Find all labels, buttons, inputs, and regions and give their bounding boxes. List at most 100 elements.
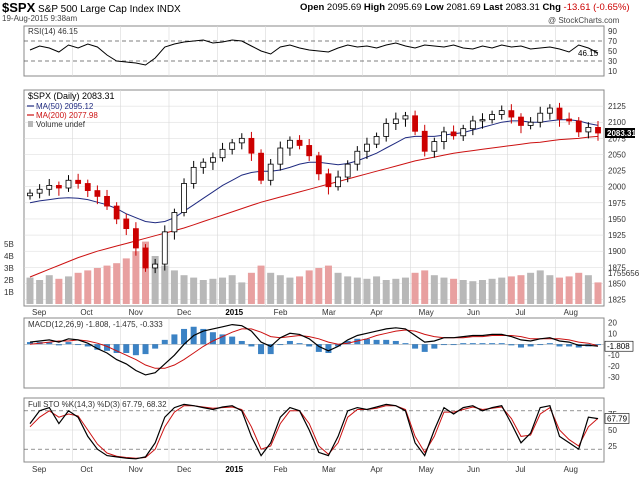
last-price-tag (605, 128, 635, 139)
price-tick-label: 2075 (608, 134, 626, 143)
macd-line (29, 323, 599, 376)
macd-histogram-bar (344, 340, 351, 345)
volume-bar (180, 275, 188, 304)
price-tick-label: 2025 (608, 167, 626, 176)
volume-bar (228, 275, 236, 304)
macd-histogram-bar (527, 344, 534, 347)
price-tick-label: 2050 (608, 150, 626, 159)
macd-histogram-bar (142, 344, 149, 355)
ma200-label: MA(200) 2077.98 (36, 111, 98, 120)
volume-tick-label: 2B (4, 276, 14, 285)
macd-histogram-bar (383, 339, 390, 345)
volume-bar (411, 272, 419, 304)
macd-histogram-bar (94, 344, 101, 350)
macd-histogram-bar (498, 343, 505, 345)
candle (171, 212, 178, 233)
price-tick-label: 2100 (608, 118, 626, 127)
candle (248, 137, 255, 154)
volume-bar (93, 268, 101, 304)
x-axis-label-bottom: Oct (80, 465, 93, 474)
x-axis-label: Feb (274, 308, 288, 317)
macd-histogram-bar (354, 338, 361, 345)
macd-histogram-bar (537, 344, 544, 346)
candle (113, 205, 120, 220)
macd-histogram-bar (209, 332, 216, 345)
candle (498, 110, 505, 115)
low-value: 2081.69 (446, 2, 481, 13)
high-value: 2095.69 (387, 2, 422, 13)
candle (267, 163, 274, 181)
volume-bar (430, 275, 438, 304)
volume-bar (478, 280, 486, 304)
macd-histogram-bar (113, 344, 120, 353)
volume-bar (170, 270, 178, 304)
volume-bar (392, 278, 400, 304)
candle (27, 192, 33, 197)
candle (296, 139, 303, 146)
macd-histogram-bar (315, 344, 322, 352)
index-name: S&P 500 Large Cap Index (38, 4, 155, 15)
candle (373, 136, 380, 145)
macd-tick-label: -10 (608, 351, 620, 360)
price-tick-label: 1950 (608, 215, 626, 224)
candle (258, 152, 264, 181)
x-axis-label-bottom: Jun (467, 465, 480, 474)
macd-signal-line (29, 328, 599, 369)
candle (344, 163, 351, 178)
volume-bar (286, 277, 294, 304)
candle (469, 120, 476, 130)
chg-value: -13.61 (-0.65%) (563, 2, 630, 13)
volume-bar (353, 277, 361, 304)
volume-tick-label: 3B (4, 264, 14, 273)
symbol: $SPX (2, 0, 36, 15)
volume-bar (296, 276, 304, 304)
macd-histogram-bar (219, 334, 226, 345)
macd-histogram-bar (508, 344, 515, 346)
candle (123, 218, 130, 230)
x-axis-label-bottom: Jul (515, 465, 525, 474)
volume-bar (324, 265, 332, 304)
candle (354, 150, 361, 165)
x-axis-label: May (419, 308, 434, 317)
rsi-tick-label: 30 (608, 57, 617, 66)
candle (142, 247, 149, 269)
volume-bar (219, 277, 227, 304)
macd-histogram-bar (392, 340, 399, 345)
x-axis-label-bottom: Apr (370, 465, 383, 474)
candle (585, 126, 592, 133)
ma50-label: MA(50) 2095.12 (36, 102, 94, 111)
candle (65, 179, 72, 189)
x-axis-label-bottom: May (419, 465, 434, 474)
x-axis-label-bottom: Feb (274, 465, 288, 474)
volume-bar (132, 251, 140, 304)
candle (460, 128, 467, 137)
candle (566, 118, 573, 122)
volume-bar (238, 282, 246, 304)
macd-histogram-bar (556, 344, 563, 347)
candle (132, 228, 139, 249)
watermark: @ StockCharts.com (548, 16, 620, 25)
macd-histogram-bar (412, 344, 419, 349)
candle (210, 157, 216, 163)
rsi-tick-label: 50 (608, 47, 617, 56)
candle (556, 107, 563, 120)
x-axis-label-bottom: Aug (564, 465, 578, 474)
macd-histogram-bar (75, 344, 82, 346)
volume-bar (151, 256, 159, 304)
candle (94, 190, 101, 197)
x-axis-label-bottom: Sep (32, 465, 47, 474)
last-label: Last (483, 2, 503, 13)
candle (200, 161, 207, 168)
volume-tick-label: 5B (4, 240, 14, 249)
volume-bar (247, 272, 255, 304)
macd-histogram-bar (306, 344, 313, 347)
stochastic-tick-label: 25 (608, 442, 617, 451)
candle (537, 112, 544, 123)
macd-histogram-bar (132, 344, 139, 356)
macd-last-value: -1.808 (607, 342, 630, 351)
volume-bar (565, 276, 573, 304)
macd-histogram-bar (335, 344, 342, 347)
candle (335, 176, 341, 188)
volume-bar (536, 270, 544, 304)
volume-bar (450, 278, 458, 304)
